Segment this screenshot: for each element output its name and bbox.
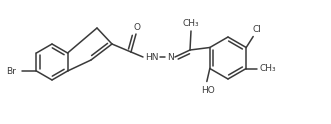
Text: CH₃: CH₃ xyxy=(260,64,276,73)
Text: CH₃: CH₃ xyxy=(183,18,199,28)
Text: HN: HN xyxy=(145,52,159,62)
Text: Cl: Cl xyxy=(253,25,261,34)
Text: Br: Br xyxy=(7,66,16,76)
Text: O: O xyxy=(133,24,140,32)
Text: N: N xyxy=(167,52,174,62)
Text: HO: HO xyxy=(201,86,215,95)
